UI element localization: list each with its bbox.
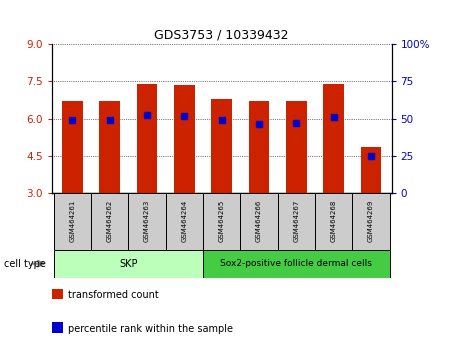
Text: transformed count: transformed count [68, 290, 158, 300]
Text: GSM464261: GSM464261 [69, 200, 75, 242]
Text: percentile rank within the sample: percentile rank within the sample [68, 324, 233, 333]
Bar [240, 193, 278, 250]
Text: GSM464269: GSM464269 [368, 200, 374, 242]
Bar [91, 193, 128, 250]
Bar [315, 193, 352, 250]
Bar [203, 250, 390, 278]
Bar [137, 84, 157, 193]
Bar [166, 193, 203, 250]
Bar [286, 101, 306, 193]
Bar [352, 193, 390, 250]
Bar [361, 147, 381, 193]
Bar [249, 101, 269, 193]
Text: GSM464267: GSM464267 [293, 200, 299, 242]
Title: GDS3753 / 10339432: GDS3753 / 10339432 [154, 29, 289, 42]
Text: GSM464262: GSM464262 [107, 200, 112, 242]
Text: GSM464265: GSM464265 [219, 200, 225, 242]
Bar [324, 84, 344, 193]
Bar [128, 193, 166, 250]
Bar [54, 250, 203, 278]
Text: SKP: SKP [119, 259, 138, 269]
Bar [203, 193, 240, 250]
Bar [212, 99, 232, 193]
Text: cell type: cell type [4, 259, 46, 269]
Bar [62, 101, 82, 193]
Text: GSM464268: GSM464268 [331, 200, 337, 242]
Bar [99, 101, 120, 193]
Bar [174, 85, 194, 193]
Text: Sox2-positive follicle dermal cells: Sox2-positive follicle dermal cells [220, 259, 372, 268]
Bar [54, 193, 91, 250]
Text: GSM464263: GSM464263 [144, 200, 150, 242]
Text: GSM464266: GSM464266 [256, 200, 262, 242]
Bar [278, 193, 315, 250]
Text: GSM464264: GSM464264 [181, 200, 187, 242]
